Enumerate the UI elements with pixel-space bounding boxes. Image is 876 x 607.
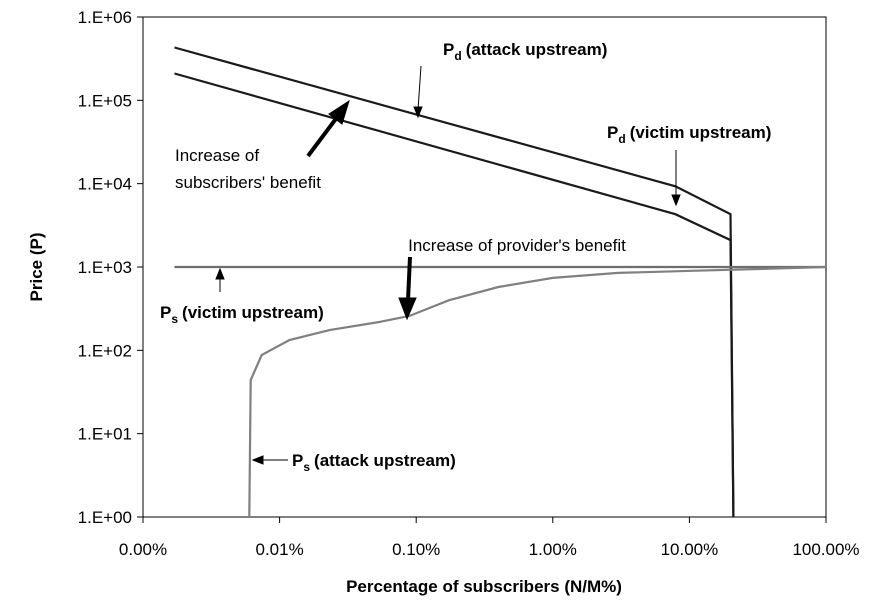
x-tick-label: 0.01% (255, 540, 303, 559)
annotation-label: (victim upstream) (182, 303, 324, 322)
arrow-head (215, 267, 225, 280)
thick-arrow (406, 256, 412, 301)
annotation: subscribers' benefit (175, 173, 321, 192)
y-tick-label: 1.E+06 (78, 8, 132, 27)
y-tick-label: 1.E+03 (78, 258, 132, 277)
annotation-text: P (607, 123, 618, 142)
y-tick-label: 1.E+05 (78, 91, 132, 110)
annotation: Pd (victim upstream) (607, 123, 771, 146)
y-tick-label: 1.E+04 (78, 175, 132, 194)
series-line (174, 72, 735, 517)
x-tick-label: 0.00% (119, 540, 167, 559)
annotation: Pd (attack upstream) (443, 40, 607, 63)
annotation-arrows (215, 65, 681, 465)
annotation-text: P (292, 451, 303, 470)
annotation-sub: s (303, 460, 310, 474)
annotation: Ps (victim upstream) (160, 303, 324, 326)
annotation: Increase of provider's benefit (408, 236, 626, 255)
annotation-sub: s (171, 312, 178, 326)
annotation: Ps (attack upstream) (292, 451, 456, 474)
arrow-head (328, 99, 350, 125)
annotation-sub: d (454, 49, 461, 63)
annotation-label: (attack upstream) (314, 451, 456, 470)
x-tick-label: 10.00% (661, 540, 719, 559)
series-line (174, 46, 735, 517)
annotation: Increase of (175, 146, 259, 165)
y-tick-label: 1.E+00 (78, 508, 132, 527)
y-tick-label: 1.E+02 (78, 341, 132, 360)
x-axis-title: Percentage of subscribers (N/M%) (346, 577, 622, 596)
x-tick-label: 1.00% (529, 540, 577, 559)
y-axis-title: Price (P) (27, 233, 46, 302)
series-line (248, 265, 826, 517)
arrow-head (398, 297, 417, 321)
x-tick-label: 100.00% (792, 540, 859, 559)
annotation-text: P (443, 40, 454, 59)
arrow-head (413, 106, 423, 119)
y-tick-label: 1.E+01 (78, 425, 132, 444)
x-tick-label: 0.10% (392, 540, 440, 559)
thin-arrow (417, 65, 422, 111)
annotation-label: (attack upstream) (466, 40, 608, 59)
arrow-head (671, 194, 681, 207)
benefit-arrows (306, 99, 417, 321)
annotation-label: (victim upstream) (630, 123, 772, 142)
arrow-head (251, 455, 264, 465)
annotation-text: P (160, 303, 171, 322)
thick-arrow (306, 114, 340, 158)
annotation-sub: d (618, 132, 625, 146)
